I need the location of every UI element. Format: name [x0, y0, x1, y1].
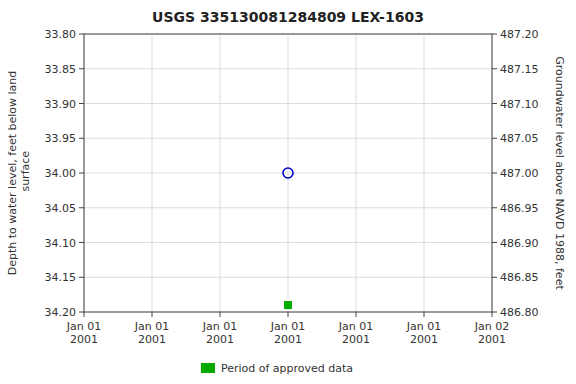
chart: 33.80 33.85 33.90 33.95 34.00 34.05 34.10 34.15… [0, 0, 576, 384]
tick-mark [152, 312, 153, 317]
tick-mark [79, 312, 84, 313]
tick-mark [220, 312, 221, 317]
tick-mark [492, 312, 493, 317]
plot-frame [84, 34, 492, 312]
tick-label: 487.00 [500, 167, 539, 180]
title: USGS 335130081284809 LEX-1603 [152, 9, 424, 25]
point [283, 168, 293, 178]
legend-swatch [201, 363, 215, 373]
legend-label: Period of approved data [221, 362, 353, 375]
tick-label: Jan 012001 [202, 320, 237, 346]
grid-line [424, 34, 425, 312]
marks [283, 168, 293, 309]
tick-mark [79, 173, 84, 174]
tick-mark [356, 312, 357, 317]
grid-line [152, 34, 153, 312]
tick-mark [84, 312, 85, 317]
tick-mark [492, 277, 497, 278]
grid-line [220, 34, 221, 312]
tick-mark [492, 34, 497, 35]
tick-mark [424, 312, 425, 317]
tick-label: 486.80 [500, 306, 539, 319]
tick-mark [79, 138, 84, 139]
tick-mark [288, 312, 289, 317]
point [285, 302, 292, 309]
tick-mark [79, 207, 84, 208]
tick-mark [79, 277, 84, 278]
tick-mark [492, 103, 497, 104]
tick-mark [492, 312, 497, 313]
tick-label: 34.05 [45, 202, 77, 215]
tick-label: 33.95 [45, 132, 77, 145]
tick-mark [79, 68, 84, 69]
tick-mark [79, 242, 84, 243]
grid-line [356, 34, 357, 312]
tick-label: 486.95 [500, 202, 539, 215]
tick-label: 33.90 [45, 98, 77, 111]
tick-label: 486.85 [500, 271, 539, 284]
tick-label: 34.10 [45, 237, 77, 250]
tick-label: 487.15 [500, 63, 539, 76]
tick-label: 487.20 [500, 28, 539, 41]
tick-label: Jan 012001 [270, 320, 305, 346]
tick-mark [79, 103, 84, 104]
axis-label: Depth to water level, feet below land su… [6, 71, 32, 276]
grid [84, 34, 492, 312]
grid-line [288, 34, 289, 312]
tick-label: Jan 012001 [66, 320, 101, 346]
tick-label: 487.10 [500, 98, 539, 111]
tick-label: Jan 012001 [134, 320, 169, 346]
tick-label: 33.80 [45, 28, 77, 41]
tick-mark [79, 34, 84, 35]
tick-label: Jan 012001 [338, 320, 373, 346]
tick-mark [492, 242, 497, 243]
plot-area [84, 34, 492, 312]
tick-label: 34.15 [45, 271, 77, 284]
tick-mark [492, 207, 497, 208]
tick-label: Jan 022001 [474, 320, 509, 346]
tick-label: 34.20 [45, 306, 77, 319]
tick-mark [492, 68, 497, 69]
tick-label: 487.05 [500, 132, 539, 145]
tick-mark [492, 138, 497, 139]
tick-label: 486.90 [500, 237, 539, 250]
tick-label: 34.00 [45, 167, 77, 180]
tick-label: Jan 012001 [406, 320, 441, 346]
tick-mark [492, 173, 497, 174]
tick-label: 33.85 [45, 63, 77, 76]
legend: Period of approved data [201, 362, 353, 375]
axis-label: Groundwater level above NAVD 1988, feet [553, 56, 566, 290]
